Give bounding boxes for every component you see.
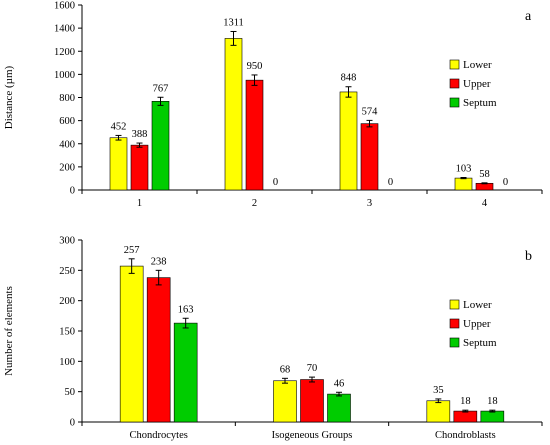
y-tick-label: 250 xyxy=(59,266,75,277)
bar xyxy=(475,182,494,191)
bar xyxy=(173,322,198,423)
data-label: 35 xyxy=(433,385,444,396)
data-label: 1311 xyxy=(223,17,244,28)
data-label: 950 xyxy=(247,61,263,72)
y-axis-title: Distance (µm) xyxy=(3,65,15,129)
data-label: 68 xyxy=(280,364,291,375)
data-label: 848 xyxy=(341,73,357,84)
data-label: 0 xyxy=(273,177,278,188)
y-tick-label: 1400 xyxy=(54,24,75,35)
bar xyxy=(245,79,264,191)
panel-b-chart: 0 50 100 150 200 250 300 Chondrocytes Isogeneous… xyxy=(3,236,543,441)
x-tick-label: Isogeneous Groups xyxy=(272,430,353,441)
y-tick-label: 1600 xyxy=(54,1,75,12)
legend-label: Septum xyxy=(463,97,497,109)
data-label: 388 xyxy=(132,129,148,140)
bar xyxy=(480,410,505,423)
y-axis-title: Number of elements xyxy=(3,286,15,376)
y-tick-label: 1200 xyxy=(54,47,75,58)
data-label: 163 xyxy=(178,304,194,315)
panel-label: a xyxy=(525,9,532,24)
bar xyxy=(119,265,144,423)
bar xyxy=(224,38,243,191)
data-label: 103 xyxy=(456,164,472,175)
data-label: 18 xyxy=(487,396,498,407)
y-tick-label: 200 xyxy=(59,162,75,173)
data-label: 70 xyxy=(307,363,318,374)
data-label: 257 xyxy=(124,245,140,256)
bar xyxy=(273,380,297,423)
y-tick-label: 0 xyxy=(70,186,75,197)
legend-label: Upper xyxy=(463,78,491,90)
legend-swatch xyxy=(449,97,460,108)
bar xyxy=(454,177,473,191)
y-tick-label: 800 xyxy=(59,93,75,104)
data-label: 58 xyxy=(479,169,490,180)
bar xyxy=(327,393,351,423)
x-tick-label: 2 xyxy=(252,198,257,209)
data-label: 452 xyxy=(111,121,127,132)
data-label: 767 xyxy=(153,83,169,94)
panel-label: b xyxy=(525,249,532,264)
bar xyxy=(109,137,128,191)
bar xyxy=(360,123,379,191)
data-label: 238 xyxy=(151,256,167,267)
legend-label: Upper xyxy=(463,318,491,330)
y-tick-label: 300 xyxy=(59,236,75,247)
data-label: 0 xyxy=(388,177,393,188)
y-tick-label: 200 xyxy=(59,296,75,307)
legend-swatch xyxy=(449,337,460,348)
y-tick-label: 1000 xyxy=(54,70,75,81)
bar xyxy=(300,379,324,423)
x-tick-label: 1 xyxy=(137,198,142,209)
legend-swatch xyxy=(449,59,460,70)
bar xyxy=(339,91,358,191)
legend-label: Lower xyxy=(463,299,492,311)
x-tick-label: Chondroblasts xyxy=(435,430,496,441)
y-tick-label: 600 xyxy=(59,116,75,127)
legend-label: Septum xyxy=(463,337,497,349)
y-tick-label: 400 xyxy=(59,139,75,150)
data-label: 0 xyxy=(503,177,508,188)
data-label: 18 xyxy=(460,396,471,407)
y-tick-label: 50 xyxy=(65,387,76,398)
legend-swatch xyxy=(449,299,460,310)
legend-swatch xyxy=(449,318,460,329)
legend-swatch xyxy=(449,78,460,89)
y-tick-label: 150 xyxy=(59,327,75,338)
data-label: 574 xyxy=(362,106,379,117)
legend-label: Lower xyxy=(463,59,492,71)
y-tick-label: 100 xyxy=(59,357,75,368)
bar xyxy=(151,101,170,191)
bar xyxy=(146,277,171,423)
bar xyxy=(453,410,478,423)
data-label: 46 xyxy=(334,378,345,389)
bar xyxy=(130,144,149,191)
x-tick-label: 4 xyxy=(482,198,488,209)
x-tick-label: Chondrocytes xyxy=(130,430,188,441)
panel-a-chart: 0 200 400 600 800 1000 1200 1400 1600 1 2 3 4 452 1311… xyxy=(3,1,543,209)
bar xyxy=(426,400,451,423)
y-tick-label: 0 xyxy=(70,418,75,429)
x-tick-label: 3 xyxy=(367,198,372,209)
